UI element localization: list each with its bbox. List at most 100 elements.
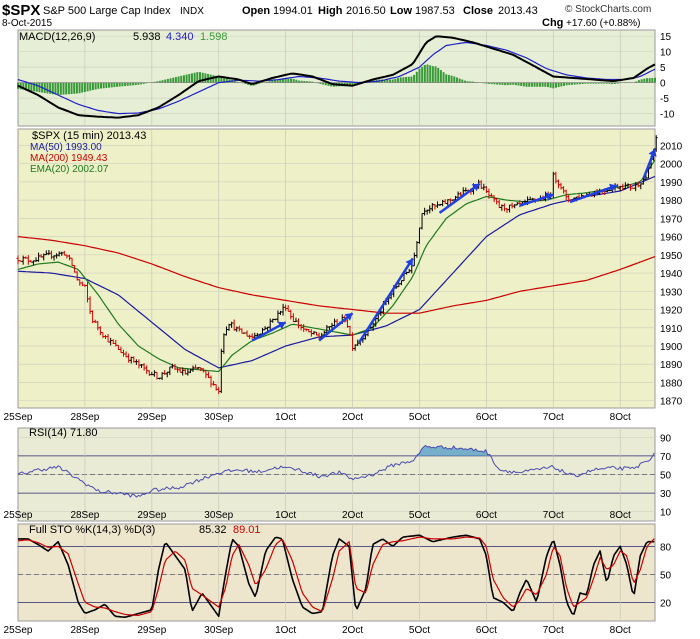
rsi-y-tick-label: 30: [660, 489, 672, 500]
macd-histogram-bar: [423, 64, 426, 83]
trend-arrow-head: [648, 149, 657, 157]
trend-arrow-head: [405, 258, 413, 267]
chg-value: +17.60 (+0.88%): [566, 18, 641, 29]
macd-histogram-bar: [584, 82, 587, 84]
macd-histogram-bar: [472, 81, 474, 83]
macd-histogram-bar: [113, 82, 116, 88]
macd-histogram-bar: [89, 82, 92, 91]
sto-panel-bg: [17, 523, 656, 622]
price-y-tick-label: 1930: [660, 287, 683, 298]
rsi-y-tick-label: 10: [660, 508, 672, 519]
macd-y-tick-label: -10: [660, 110, 675, 121]
macd-histogram-bar: [164, 79, 167, 83]
macd-histogram-bar: [517, 82, 520, 86]
x-axis-label: 1Oct: [275, 510, 296, 521]
chart-date: 8-Oct-2015: [2, 18, 52, 29]
rsi-line: [17, 445, 655, 498]
macd-histogram-bar: [447, 74, 450, 83]
macd-histogram-bar: [287, 78, 290, 83]
high-value: 2016.50: [346, 5, 386, 17]
macd-histogram-bar: [94, 82, 97, 90]
macd-histogram-bar: [605, 82, 608, 84]
x-axis-label: 6Oct: [476, 510, 497, 521]
macd-histogram-bar: [244, 82, 247, 85]
macd-histogram-bar: [616, 82, 619, 84]
price-y-tick-label: 1970: [660, 214, 683, 225]
price-panel-bg: [17, 128, 656, 409]
macd-histogram-bar: [172, 77, 175, 83]
macd-histogram-bar: [201, 72, 204, 83]
x-axis-label: 29Sep: [137, 625, 166, 636]
sto-d-legend: 89.01: [233, 524, 261, 536]
macd-histogram-bar: [298, 80, 301, 83]
close-value: 2013.43: [498, 5, 538, 17]
macd-histogram-bar: [394, 78, 397, 83]
macd-histogram-bar: [97, 82, 100, 89]
macd-histogram-bar: [78, 82, 81, 94]
macd-histogram-bar: [105, 82, 108, 88]
low-label: Low: [390, 5, 412, 17]
macd-histogram-bar: [212, 75, 215, 83]
macd-histogram-bar: [30, 82, 33, 91]
macd-y-tick-label: 5: [660, 63, 666, 74]
macd-histogram-bar: [573, 82, 576, 85]
macd-histogram-bar: [506, 82, 509, 86]
macd-histogram-bar: [108, 82, 110, 88]
macd-histogram-bar: [455, 77, 458, 83]
macd-histogram-bar: [603, 82, 606, 84]
macd-histogram-bar: [137, 82, 140, 85]
macd-histogram-bar: [196, 72, 199, 83]
sto-y-tick-label: 50: [660, 570, 672, 581]
macd-histogram-bar: [70, 82, 73, 94]
signal-legend-value: 4.340: [166, 31, 194, 43]
macd-histogram-bar: [557, 82, 560, 88]
macd-histogram-bar: [514, 82, 517, 86]
macd-histogram-bar: [439, 70, 442, 83]
macd-histogram-bar: [49, 82, 52, 94]
macd-histogram-bar: [645, 78, 648, 83]
macd-histogram-bar: [166, 78, 169, 83]
macd-histogram-bar: [389, 79, 392, 83]
price-y-tick-label: 2000: [660, 160, 683, 171]
trend-arrow-shaft: [318, 312, 354, 342]
macd-histogram-bar: [132, 82, 135, 86]
macd-histogram-bar: [27, 82, 30, 91]
macd-histogram-bar: [290, 78, 292, 83]
sto-k-legend: 85.32: [199, 524, 227, 536]
macd-histogram-bar: [169, 78, 172, 83]
macd-histogram-bar: [611, 82, 614, 85]
macd-histogram-bar: [190, 73, 193, 83]
macd-histogram-bar: [236, 81, 239, 83]
macd-legend-value: 5.938: [133, 31, 161, 43]
macd-histogram-bar: [563, 82, 565, 86]
macd-histogram-bar: [637, 80, 640, 83]
histogram-legend-value: 1.598: [200, 31, 228, 43]
macd-histogram-bar: [635, 81, 638, 83]
macd-histogram-bar: [65, 82, 68, 95]
rsi-y-tick-label: 50: [660, 471, 672, 482]
symbol: $SPX: [2, 2, 40, 19]
macd-histogram-bar: [544, 82, 547, 87]
macd-histogram-bar: [528, 82, 531, 87]
macd-histogram-bar: [156, 81, 159, 83]
macd-histogram-bar: [571, 82, 574, 85]
macd-histogram-bar: [327, 82, 330, 86]
macd-histogram-bar: [292, 78, 295, 83]
macd-histogram-bar: [568, 82, 571, 86]
ma200-legend: MA(200) 1949.43: [30, 153, 108, 164]
x-axis-label: 5Oct: [409, 510, 430, 521]
macd-histogram-bar: [391, 79, 394, 83]
macd-histogram-bar: [413, 74, 416, 83]
macd-histogram-bar: [265, 81, 268, 83]
macd-histogram-bar: [62, 82, 65, 95]
macd-histogram-bar: [530, 82, 533, 87]
macd-histogram-bar: [25, 82, 28, 91]
price-y-tick-label: 1950: [660, 251, 683, 262]
macd-histogram-bar: [437, 67, 440, 83]
x-axis-label: 1Oct: [275, 625, 296, 636]
macd-histogram-bar: [33, 82, 36, 92]
macd-histogram-bar: [322, 82, 325, 85]
x-axis-label: 2Oct: [342, 510, 363, 521]
macd-histogram-bar: [469, 81, 472, 83]
x-axis-label: 5Oct: [409, 625, 430, 636]
